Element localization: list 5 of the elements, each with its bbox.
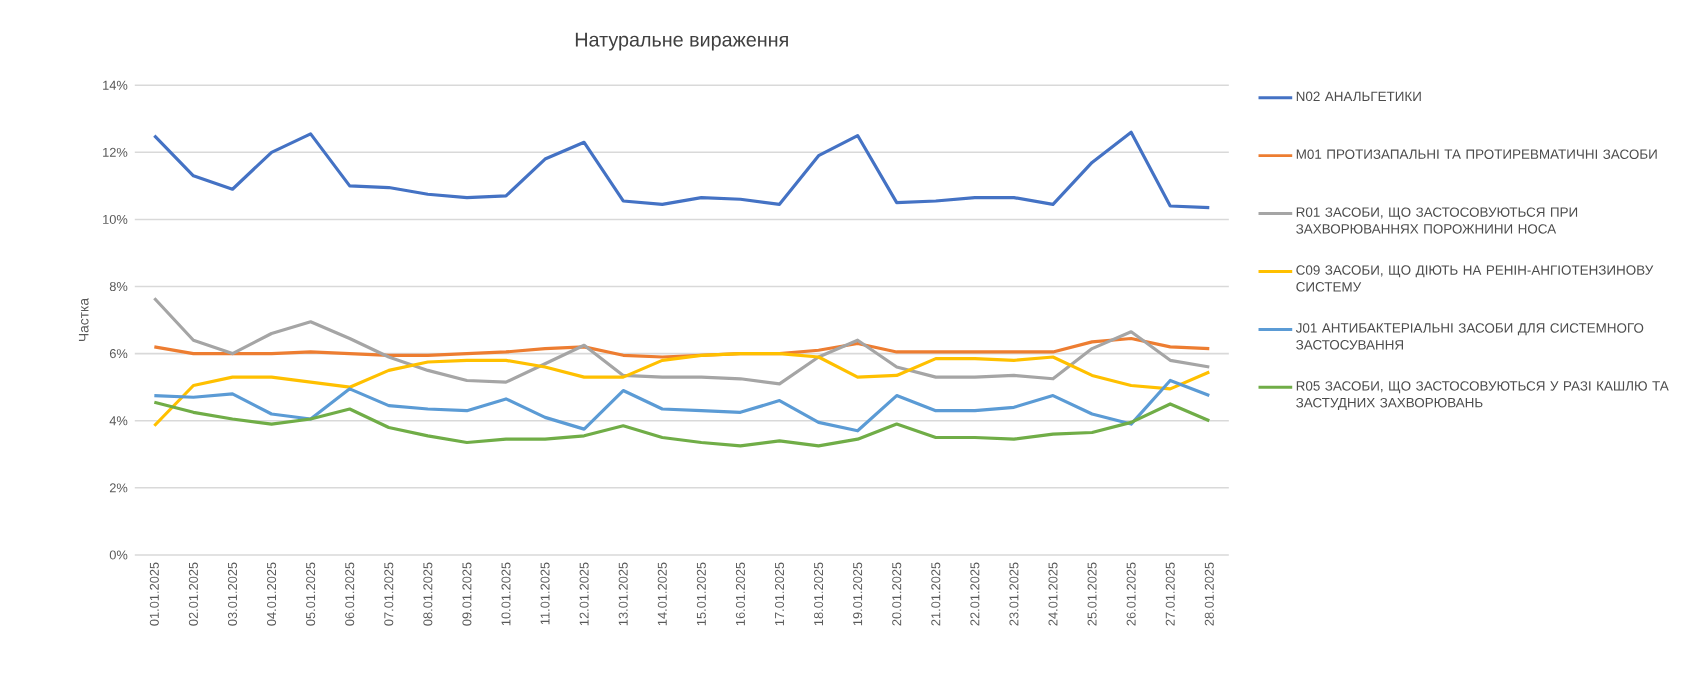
line-series [152,130,1211,210]
line-series [152,400,1211,448]
line-series [152,378,1211,433]
chart-title: Натуральне вираження [575,32,788,51]
line-series [152,296,1211,386]
